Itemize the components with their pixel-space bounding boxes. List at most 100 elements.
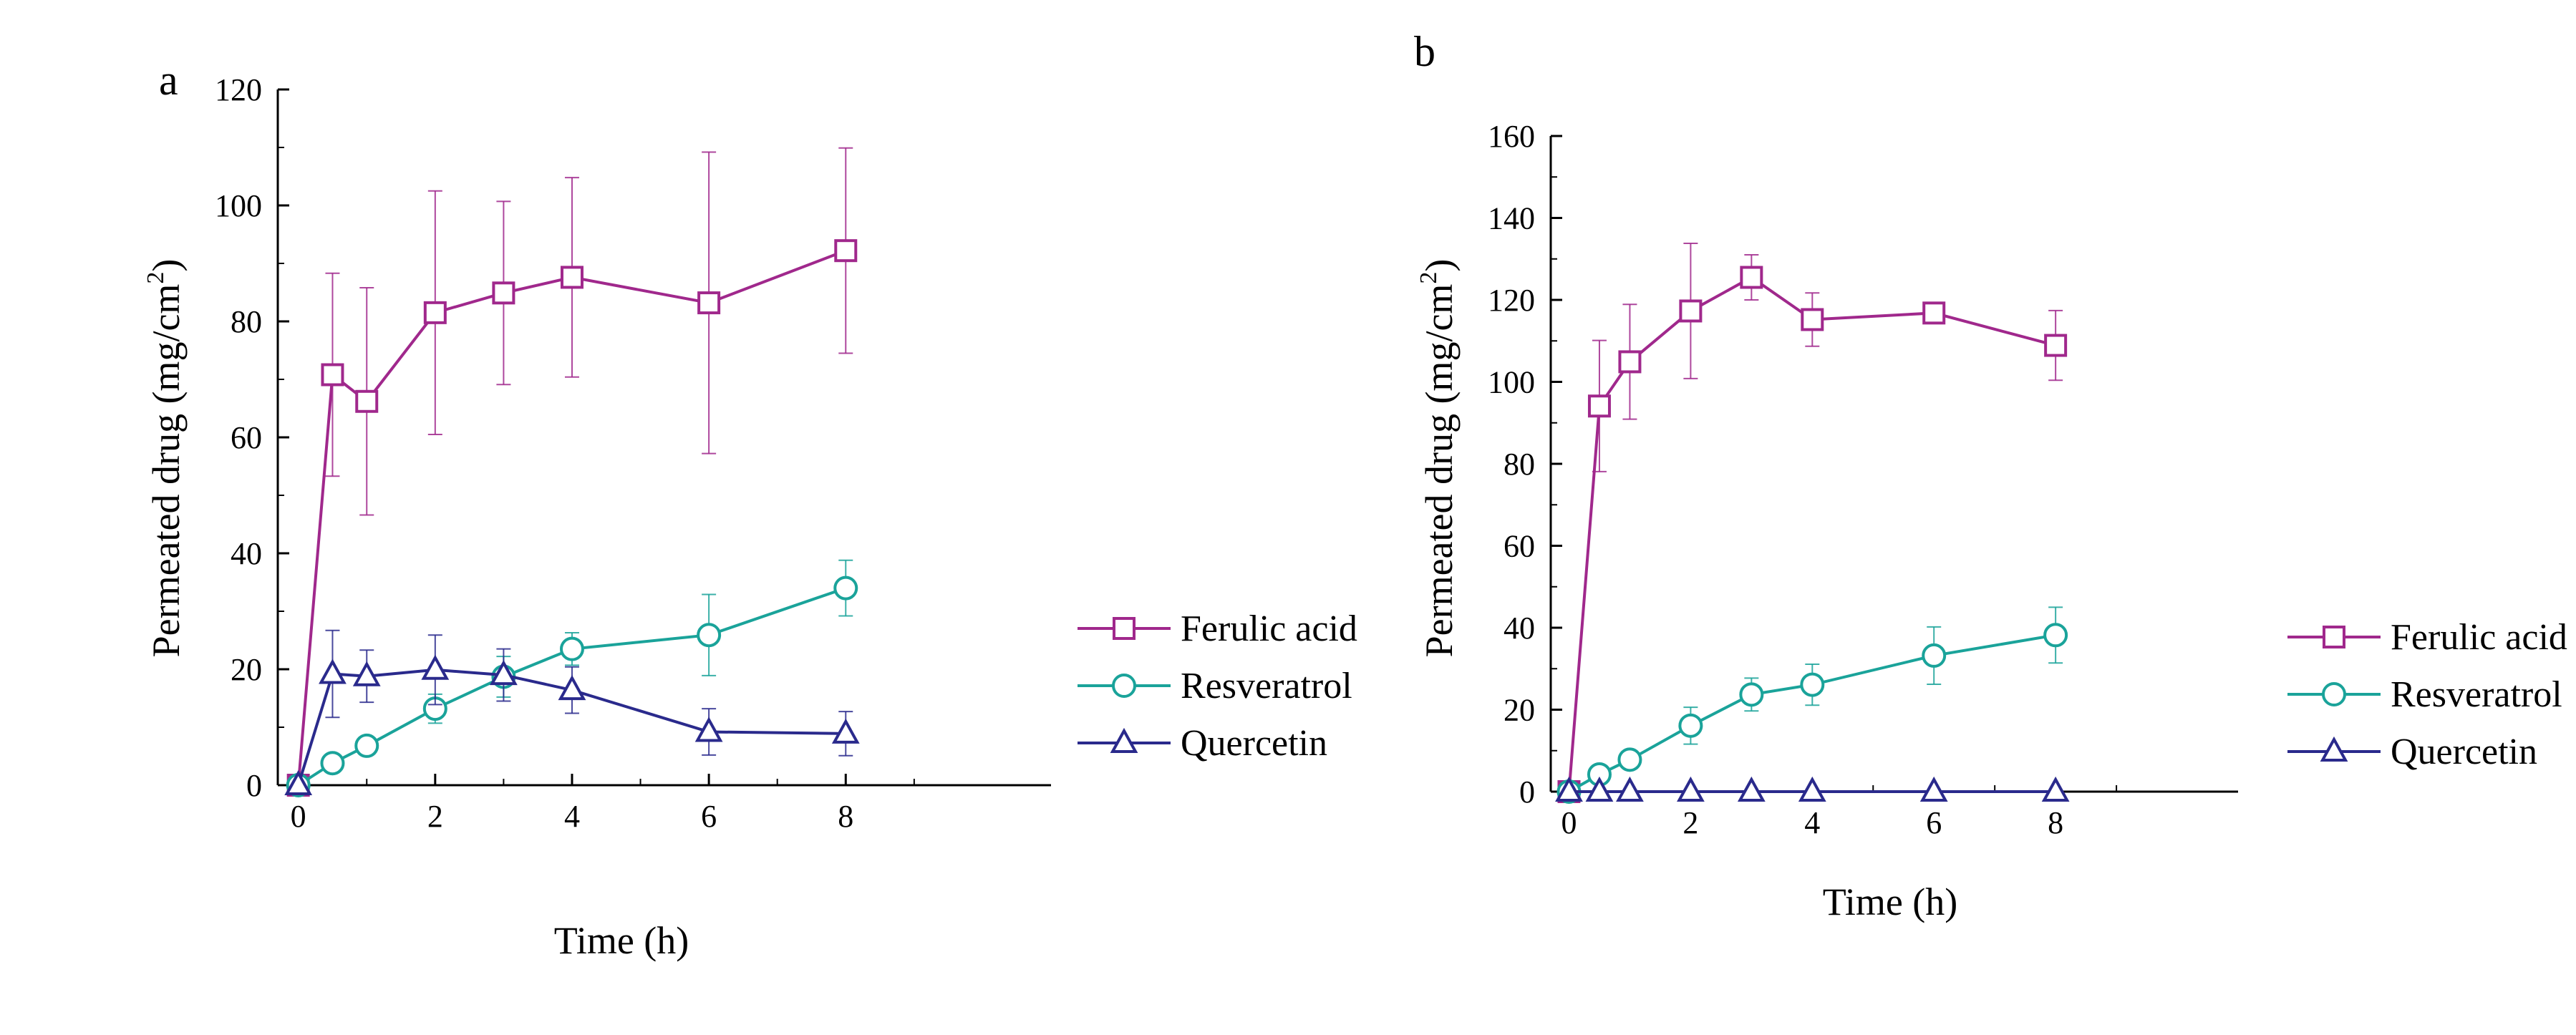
- panel-b-x-tick-label: 2: [1682, 805, 1698, 840]
- panel-b-legend-label-resveratrol: Resveratrol: [2391, 674, 2562, 715]
- panel-a-y-axis-title-unit: mg/cm: [145, 284, 188, 392]
- panel-a-y-tick-label: 40: [231, 536, 262, 571]
- panel-a-resveratrol-point: [320, 751, 345, 776]
- panel-b-y-tick-label: 40: [1504, 611, 1535, 646]
- panel-b-plot-area: 0 20 40 60 80 100 120 140 160 0 2 4 6 8 Ferulic acid Re…: [1488, 119, 2567, 840]
- panel-a-legend-marker-ferulic-acid: [1113, 617, 1136, 640]
- panel-a-quercetin-point: [319, 659, 347, 684]
- panel-b-y-tick-label: 120: [1488, 283, 1535, 318]
- panel-a-chart: a Permeated drug (mg/cm2) Time (h) 0 20 40…: [142, 57, 1357, 962]
- panel-a-x-tick-label: 0: [291, 799, 306, 834]
- panel-b-legend-marker-resveratrol: [2322, 682, 2346, 706]
- panel-a-legend-label-ferulic-acid: Ferulic acid: [1181, 608, 1357, 649]
- panel-b-legend-marker-quercetin: [2320, 736, 2348, 762]
- panel-b-legend-label-ferulic-acid: Ferulic acid: [2391, 617, 2567, 658]
- panel-b-chart: b Permeated drug (mg/cm2) Time (h) 02040…: [1414, 28, 2567, 923]
- panel-b-y-tick-label: 20: [1504, 693, 1535, 728]
- panel-b-y-tick-label: 140: [1488, 201, 1535, 236]
- svg-text:Permeated drug (mg/cm2): Permeated drug (mg/cm2): [1415, 259, 1461, 658]
- panel-b-ferulic-acid-line: [1567, 276, 2056, 792]
- panel-a-x-tick-label: 6: [701, 799, 717, 834]
- panel-b-resveratrol-point: [2043, 623, 2068, 648]
- panel-b-ferulic-acid-point: [1740, 266, 1763, 289]
- panel-b-ferulic-acid-point: [1801, 308, 1824, 331]
- panel-b-y-tick-label: 0: [1519, 774, 1535, 810]
- panel-b-y-axis-title-unit: mg/cm: [1418, 284, 1461, 392]
- panel-b-quercetin-point: [1737, 776, 1766, 802]
- panel-a-y-axis-title-sup: 2: [142, 272, 169, 284]
- panel-b-resveratrol-point: [1922, 643, 1947, 668]
- panel-a-x-tick-label: 4: [564, 799, 580, 834]
- panel-b-y-axis-title: Permeated drug (mg/cm2): [1415, 259, 1461, 658]
- panel-a-ferulic-acid-point: [423, 301, 447, 324]
- panel-a-legend-label-quercetin: Quercetin: [1181, 723, 1327, 764]
- panel-a-resveratrol-point: [697, 623, 722, 648]
- panel-a-x-tick-label: 8: [838, 799, 853, 834]
- panel-b-series-quercetin: [1555, 776, 2070, 802]
- panel-a-quercetin-point: [284, 769, 313, 795]
- panel-b-y-axis-title-main: Permeated drug: [1418, 404, 1461, 658]
- panel-a-y-axis-title: Permeated drug (mg/cm2): [142, 259, 188, 658]
- panel-b-resveratrol-point: [1739, 682, 1764, 707]
- panel-b-y-tick-label: 100: [1488, 365, 1535, 400]
- panel-b-x-axis-title: Time (h): [1823, 880, 1958, 923]
- panel-b-ferulic-acid-point: [2044, 334, 2068, 357]
- panel-a-y-tick-label: 20: [231, 652, 262, 687]
- panel-a-quercetin-point: [831, 718, 860, 744]
- panel-b-series-resveratrol: [1556, 606, 2068, 804]
- panel-b-resveratrol-point: [1800, 672, 1825, 697]
- panel-b-series-ferulic-acid: [1557, 242, 2068, 803]
- panel-a-resveratrol-point: [559, 636, 584, 661]
- panel-b-quercetin-point: [1798, 776, 1826, 802]
- panel-a-legend: Ferulic acid Resveratrol Quercetin: [1078, 608, 1357, 764]
- panel-b-y-axis-title-paren-close: ): [1418, 259, 1461, 272]
- panel-b-ferulic-acid-point: [1922, 301, 1946, 325]
- panel-b-ferulic-acid-point: [1618, 350, 1642, 374]
- panel-a-ferulic-acid-point: [834, 239, 858, 263]
- panel-a-y-tick-label: 80: [231, 304, 262, 339]
- panel-b-ferulic-acid-point: [1587, 394, 1611, 418]
- panel-a-y-tick-label: 60: [231, 420, 262, 455]
- panel-a-ferulic-acid-point: [355, 389, 379, 413]
- panel-a-y-axis-title-main: Permeated drug: [145, 404, 188, 658]
- panel-a-legend-marker-resveratrol: [1112, 674, 1136, 698]
- panel-a-y-axis-title-paren-close: ): [145, 259, 188, 272]
- panel-b-x-tick-label: 6: [1926, 805, 1942, 840]
- panel-b-y-tick-label: 60: [1504, 529, 1535, 564]
- panel-b-quercetin-point: [2041, 776, 2070, 802]
- panel-b-resveratrol-point: [1678, 713, 1703, 738]
- panel-b-x-tick-label: 8: [2048, 805, 2063, 840]
- panel-a-ferulic-acid-point: [492, 281, 515, 305]
- panel-a-legend-marker-quercetin: [1110, 727, 1138, 753]
- panel-a-quercetin-point: [421, 654, 450, 680]
- panel-a-label: a: [159, 57, 178, 104]
- panel-a-quercetin-point: [490, 659, 518, 686]
- panel-b-y-tick-label: 160: [1488, 119, 1535, 154]
- panel-b-ferulic-acid-point: [1679, 299, 1703, 323]
- panel-b-y-axis-title-paren-open: (: [1418, 392, 1461, 404]
- panel-b-quercetin-point: [1677, 776, 1705, 802]
- panel-b-y-tick-label: 80: [1504, 447, 1535, 482]
- panel-a-ferulic-acid-point: [321, 363, 344, 387]
- panel-b-x-tick-label: 4: [1804, 805, 1820, 840]
- panel-b-y-axis-title-sup: 2: [1415, 272, 1442, 284]
- panel-a-plot-area: 0 20 40 60 80 100 120 0 2 4 6 8 Ferulic acid Resverat…: [215, 72, 1357, 834]
- panel-a-resveratrol-point: [354, 733, 379, 758]
- panel-b-legend: Ferulic acid Resveratrol Quercetin: [2287, 617, 2567, 772]
- panel-b-quercetin-point: [1919, 776, 1948, 802]
- panel-b-quercetin-point: [1616, 776, 1644, 802]
- panel-a-y-tick-label: 120: [215, 72, 262, 107]
- panel-b-resveratrol-line: [1568, 633, 2056, 793]
- panel-a-ferulic-acid-point: [560, 266, 584, 289]
- panel-a-series-ferulic-acid: [286, 147, 858, 797]
- panel-a-quercetin-point: [352, 661, 381, 686]
- panel-a-x-axis-title: Time (h): [554, 919, 689, 962]
- panel-b-legend-marker-ferulic-acid: [2323, 626, 2345, 648]
- panel-b-resveratrol-point: [1617, 747, 1642, 772]
- panel-a-series-quercetin: [284, 629, 860, 795]
- panel-a-quercetin-point: [694, 716, 723, 742]
- panel-b-label: b: [1414, 28, 1435, 75]
- svg-text:Permeated drug (mg/cm2): Permeated drug (mg/cm2): [142, 259, 188, 658]
- panel-b-legend-label-quercetin: Quercetin: [2391, 732, 2537, 772]
